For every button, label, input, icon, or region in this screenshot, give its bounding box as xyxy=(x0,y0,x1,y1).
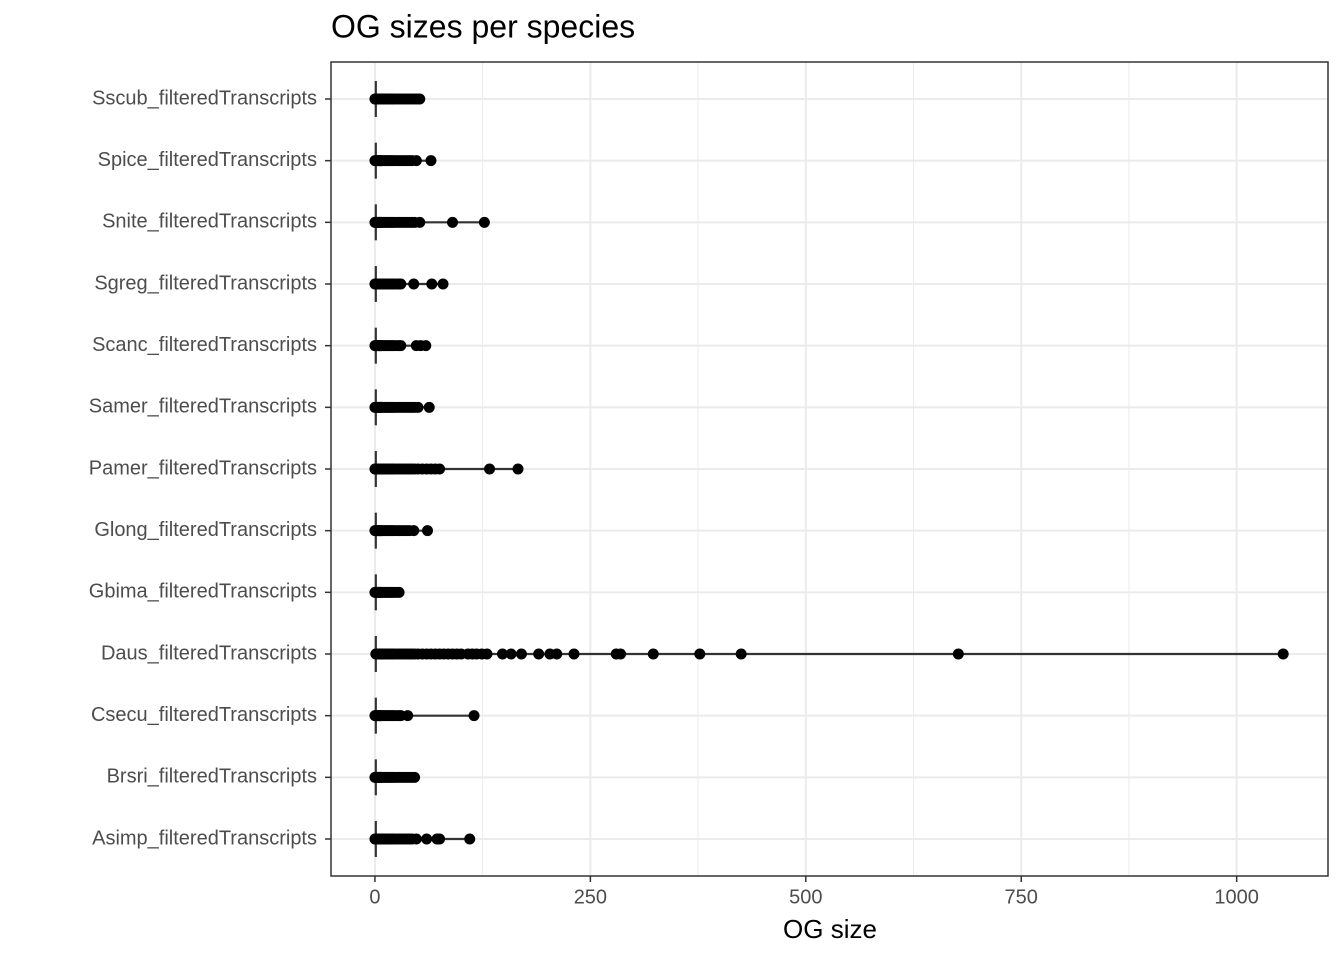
point xyxy=(410,833,422,845)
x-tick-label: 1000 xyxy=(1214,886,1259,908)
point xyxy=(422,525,434,537)
y-tick-label: Csecu_filteredTranscripts xyxy=(91,704,317,726)
point xyxy=(551,648,563,660)
y-tick-label: Daus_filteredTranscripts xyxy=(101,642,317,664)
y-tick-label: Pamer_filteredTranscripts xyxy=(89,457,317,479)
x-tick-label: 250 xyxy=(574,886,607,908)
point xyxy=(437,278,449,290)
point xyxy=(434,833,446,845)
point xyxy=(496,648,508,660)
point xyxy=(420,340,432,352)
point xyxy=(425,155,437,167)
point xyxy=(952,648,964,660)
point xyxy=(395,340,407,352)
point xyxy=(735,648,747,660)
point xyxy=(464,833,476,845)
point xyxy=(421,833,433,845)
panel-border xyxy=(330,61,1329,877)
y-tick-label: Asimp_filteredTranscripts xyxy=(92,827,317,849)
point xyxy=(533,648,545,660)
x-axis-label: OG size xyxy=(783,914,877,944)
point xyxy=(505,648,517,660)
point xyxy=(393,586,405,598)
point xyxy=(414,216,426,228)
point xyxy=(1277,648,1289,660)
point xyxy=(414,93,426,105)
y-tick-label: Glong_filteredTranscripts xyxy=(94,519,317,541)
point xyxy=(484,463,496,475)
point xyxy=(694,648,706,660)
point xyxy=(410,155,422,167)
point xyxy=(515,648,527,660)
x-tick-label: 0 xyxy=(369,886,380,908)
y-tick-label: Scanc_filteredTranscripts xyxy=(92,334,317,356)
x-tick-label: 750 xyxy=(1005,886,1038,908)
point xyxy=(408,525,420,537)
point xyxy=(615,648,627,660)
point xyxy=(402,710,414,722)
point xyxy=(409,771,421,783)
y-tick-label: Brsri_filteredTranscripts xyxy=(107,766,317,788)
y-tick-label: Spice_filteredTranscripts xyxy=(98,149,317,171)
y-tick-label: Sscub_filteredTranscripts xyxy=(92,87,317,109)
y-tick-label: Samer_filteredTranscripts xyxy=(89,396,317,418)
point xyxy=(426,278,438,290)
x-tick-label: 500 xyxy=(789,886,822,908)
point xyxy=(434,463,446,475)
chart-title: OG sizes per species xyxy=(331,8,635,44)
point xyxy=(512,463,524,475)
point xyxy=(481,648,493,660)
point xyxy=(408,278,420,290)
y-tick-label: Sgreg_filteredTranscripts xyxy=(94,272,317,294)
point xyxy=(647,648,659,660)
point xyxy=(568,648,580,660)
point xyxy=(423,401,435,413)
point xyxy=(412,401,424,413)
point xyxy=(447,216,459,228)
point xyxy=(468,710,480,722)
point xyxy=(395,278,407,290)
y-tick-label: Gbima_filteredTranscripts xyxy=(89,581,317,603)
y-tick-label: Snite_filteredTranscripts xyxy=(102,211,317,233)
point xyxy=(478,216,490,228)
